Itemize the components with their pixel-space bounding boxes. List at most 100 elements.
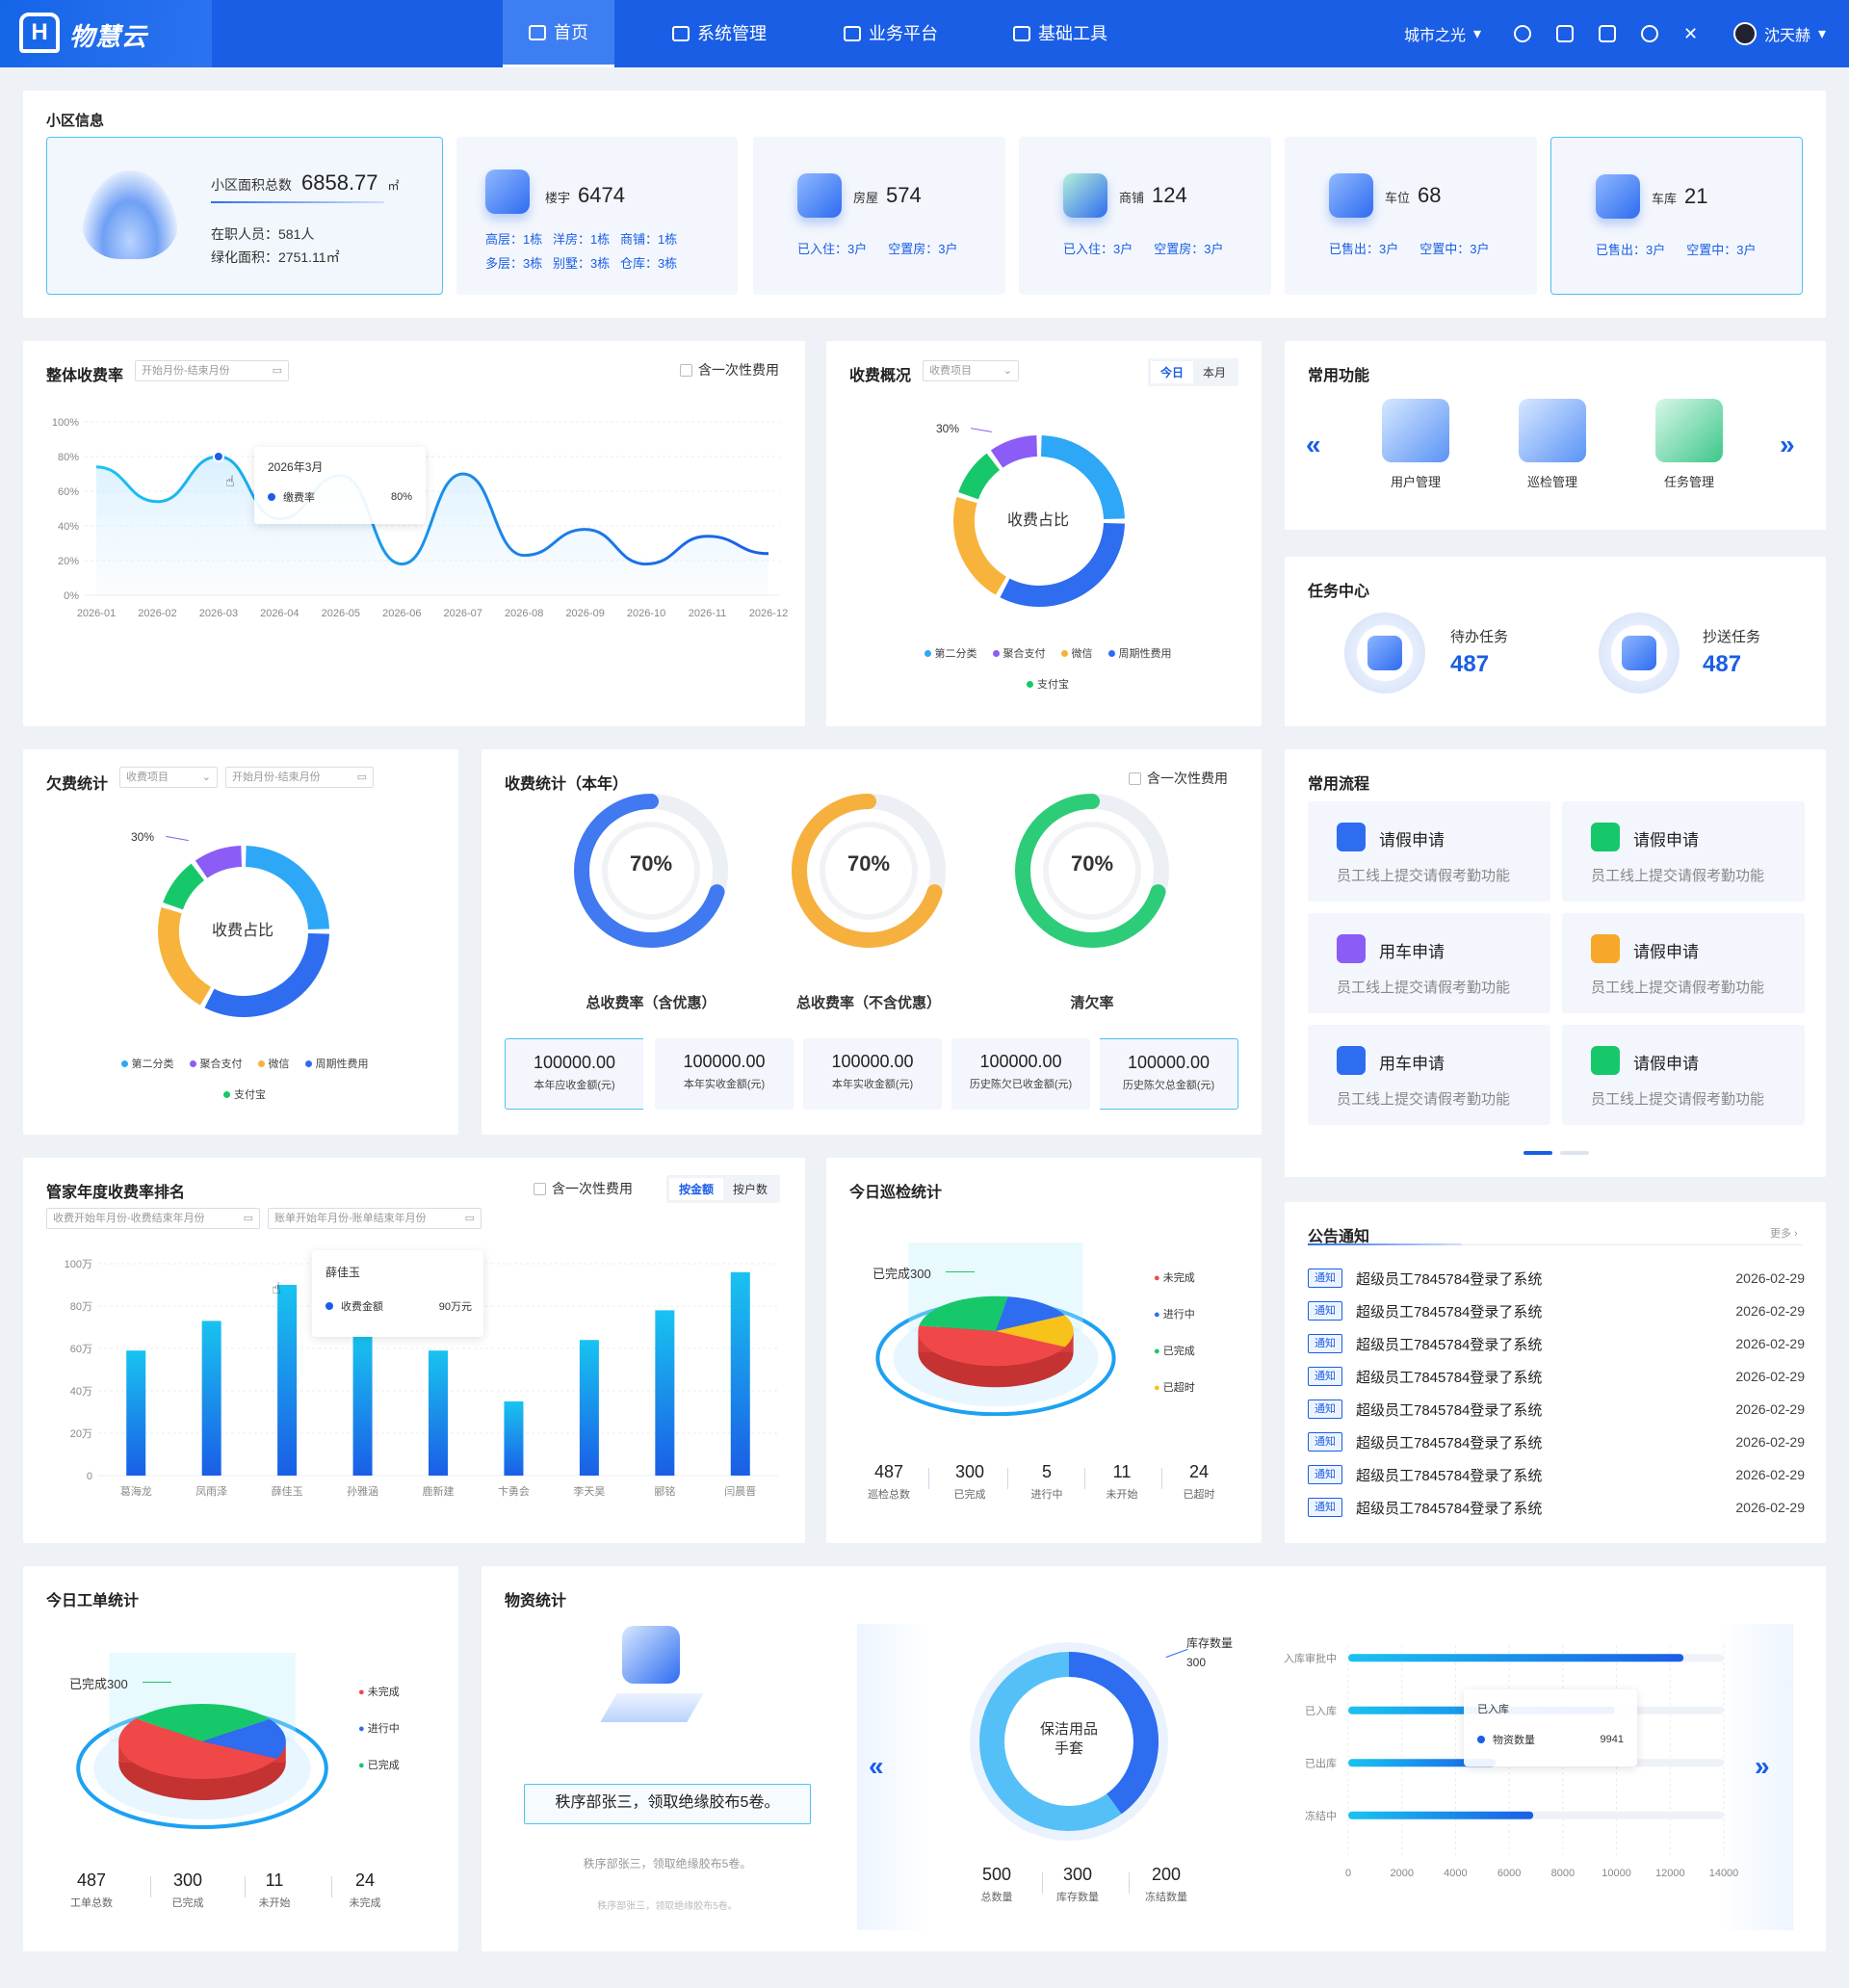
fullscreen-icon[interactable]: ✕ — [1683, 23, 1699, 43]
fee-date-input[interactable]: 收费开始年月份-收费结束年月份 ▭ — [46, 1208, 260, 1229]
tooltip-series: 收费金额 — [341, 1301, 383, 1313]
series-dot-icon — [326, 1302, 333, 1310]
notice-text: 超级员工7845784登录了系统 — [1356, 1270, 1543, 1288]
shirt-icon[interactable] — [1599, 25, 1616, 42]
include-once-checkbox[interactable]: 含一次性费用 — [1129, 769, 1228, 788]
bell-icon[interactable] — [1641, 25, 1658, 42]
building-icon — [485, 170, 530, 214]
building-value: 6474 — [578, 183, 625, 207]
parking-vacant: 空置中：3户 — [1419, 242, 1490, 256]
notice-row[interactable]: 通知 超级员工7845784登录了系统 2026-02-29 — [1308, 1299, 1805, 1322]
legend-item: 微信 — [1060, 645, 1093, 661]
pie-slice — [118, 1718, 277, 1780]
legend-item: 第二分类 — [924, 645, 977, 661]
notice-row[interactable]: 通知 超级员工7845784登录了系统 2026-02-29 — [1308, 1463, 1805, 1486]
notice-row[interactable]: 通知 超级员工7845784登录了系统 2026-02-29 — [1308, 1332, 1805, 1355]
donut-slice — [1040, 435, 1125, 520]
pager-dot-active[interactable] — [1523, 1151, 1552, 1155]
patrol-stat: 11 未开始 — [1106, 1462, 1138, 1501]
y-tick-label: 冻结中 — [1305, 1809, 1337, 1822]
include-once-checkbox[interactable]: 含一次性费用 — [534, 1179, 633, 1198]
legend-item: ● 已完成 — [1154, 1346, 1195, 1357]
tooltip-value: 9941 — [1600, 1734, 1624, 1745]
legend-item: ● 已完成 — [358, 1760, 400, 1771]
x-tick-label: 2026-01 — [77, 608, 116, 619]
more-link[interactable]: 更多 › — [1770, 1228, 1798, 1240]
building-stat: 商铺：1栋 — [620, 232, 678, 247]
ring-center-label: 保洁用品 手套 — [1039, 1721, 1098, 1757]
patrol-legend: ● 未完成 ● 进行中 ● 已完成 ● 已超时 — [1154, 1260, 1195, 1406]
user-menu[interactable]: 沈天赫 ▾ — [1733, 0, 1826, 67]
process-item[interactable]: 请假申请 员工线上提交请假考勤功能 — [1308, 801, 1550, 902]
fee-item-select[interactable]: 收费项目 ⌄ — [923, 360, 1019, 381]
process-item[interactable]: 用车申请 员工线上提交请假考勤功能 — [1308, 1025, 1550, 1125]
pie-slice — [919, 1295, 1008, 1331]
pager-dot[interactable] — [1560, 1151, 1589, 1155]
bar — [655, 1310, 675, 1476]
todo-task-label: 待办任务 — [1450, 629, 1509, 645]
process-item[interactable]: 请假申请 员工线上提交请假考勤功能 — [1562, 1025, 1805, 1125]
ring-callout: 库存数量 300 — [1186, 1636, 1234, 1669]
chevron-down-icon: ⌄ — [1003, 365, 1012, 377]
logo[interactable]: H 物慧云 — [0, 0, 212, 67]
pie-slice — [918, 1325, 1065, 1367]
process-item[interactable]: 请假申请 员工线上提交请假考勤功能 — [1562, 801, 1805, 902]
tab-month[interactable]: 本月 — [1203, 366, 1227, 379]
community-select[interactable]: 城市之光 ▾ — [1404, 0, 1481, 67]
func-label: 巡检管理 — [1526, 475, 1577, 489]
chevron-down-icon: ▾ — [1818, 26, 1827, 42]
x-tick-label: 6000 — [1497, 1868, 1521, 1879]
func-patrol-mgmt[interactable]: 巡检管理 — [1504, 399, 1601, 490]
chevron-left-icon[interactable]: « — [869, 1751, 884, 1781]
gauge-label: 总收费率（含优惠） — [586, 995, 716, 1011]
legend-item: 聚合支付 — [992, 645, 1046, 661]
x-tick-label: 10000 — [1602, 1868, 1631, 1879]
chevron-left-icon[interactable]: « — [1306, 430, 1321, 459]
notice-row[interactable]: 通知 超级员工7845784登录了系统 2026-02-29 — [1308, 1365, 1805, 1388]
material-stat: 200 冻结数量 — [1145, 1865, 1187, 1903]
chevron-right-icon[interactable]: » — [1780, 430, 1795, 459]
nav-system[interactable]: 系统管理 — [672, 0, 767, 67]
notice-row[interactable]: 通知 超级员工7845784登录了系统 2026-02-29 — [1308, 1398, 1805, 1421]
date-range-input[interactable]: 开始月份-结束月份 ▭ — [135, 360, 289, 381]
func-user-mgmt[interactable]: 用户管理 — [1367, 399, 1464, 490]
tooltip-series: 缴费率 — [283, 492, 315, 504]
parking-box: 车位 68 已售出：3户 空置中：3户 — [1285, 137, 1537, 295]
tab-by-households[interactable]: 按户数 — [733, 1183, 768, 1196]
notice-row[interactable]: 通知 超级员工7845784登录了系统 2026-02-29 — [1308, 1430, 1805, 1453]
notice-row[interactable]: 通知 超级员工7845784登录了系统 2026-02-29 — [1308, 1267, 1805, 1290]
bill-date-input[interactable]: 账单开始年月份-账单结束年月份 ▭ — [268, 1208, 482, 1229]
arrears-date-input[interactable]: 开始月份-结束月份 ▭ — [225, 767, 374, 788]
nav-tools[interactable]: 基础工具 — [1013, 0, 1107, 67]
y-tick-label: 60% — [58, 486, 79, 498]
x-tick-label: 4000 — [1444, 1868, 1467, 1879]
patrol-title: 今日巡检统计 — [849, 1185, 943, 1201]
cc-task-value[interactable]: 487 — [1703, 651, 1742, 677]
building-stat: 洋房：1栋 — [553, 232, 611, 247]
notice-row[interactable]: 通知 超级员工7845784登录了系统 2026-02-29 — [1308, 1496, 1805, 1519]
process-item[interactable]: 用车申请 员工线上提交请假考勤功能 — [1308, 913, 1550, 1013]
func-task-mgmt[interactable]: 任务管理 — [1641, 399, 1737, 490]
divider — [211, 201, 384, 203]
rate-line-chart: 0% 20% 40% 60% 80% 100% 2026-01 2026-02 2026-03 2… — [52, 417, 788, 619]
tab-by-amount[interactable]: 按金额 — [669, 1178, 724, 1200]
chevron-right-icon[interactable]: » — [1755, 1751, 1770, 1781]
process-icon — [1591, 934, 1620, 963]
play-icon[interactable] — [1514, 25, 1531, 42]
workorder-stat: 487 工单总数 — [70, 1870, 113, 1909]
home-icon — [529, 24, 546, 40]
process-item[interactable]: 请假申请 员工线上提交请假考勤功能 — [1562, 913, 1805, 1013]
lock-icon[interactable] — [1556, 25, 1574, 42]
notice-tag: 通知 — [1308, 1269, 1342, 1288]
x-tick-label: 2026-11 — [689, 608, 727, 619]
include-once-checkbox[interactable]: 含一次性费用 — [680, 360, 779, 379]
arrears-item-select[interactable]: 收费项目 ⌄ — [119, 767, 218, 788]
tab-today[interactable]: 今日 — [1151, 361, 1194, 383]
x-tick-label: 2026-04 — [260, 608, 299, 619]
todo-task-value[interactable]: 487 — [1450, 651, 1490, 677]
nav-home[interactable]: 首页 — [503, 0, 614, 67]
nav-business[interactable]: 业务平台 — [844, 0, 938, 67]
gauge-label: 总收费率（不含优惠） — [795, 995, 941, 1011]
fee-box-value: 100000.00 — [979, 1052, 1062, 1071]
x-tick-label: 郦铭 — [654, 1484, 675, 1498]
